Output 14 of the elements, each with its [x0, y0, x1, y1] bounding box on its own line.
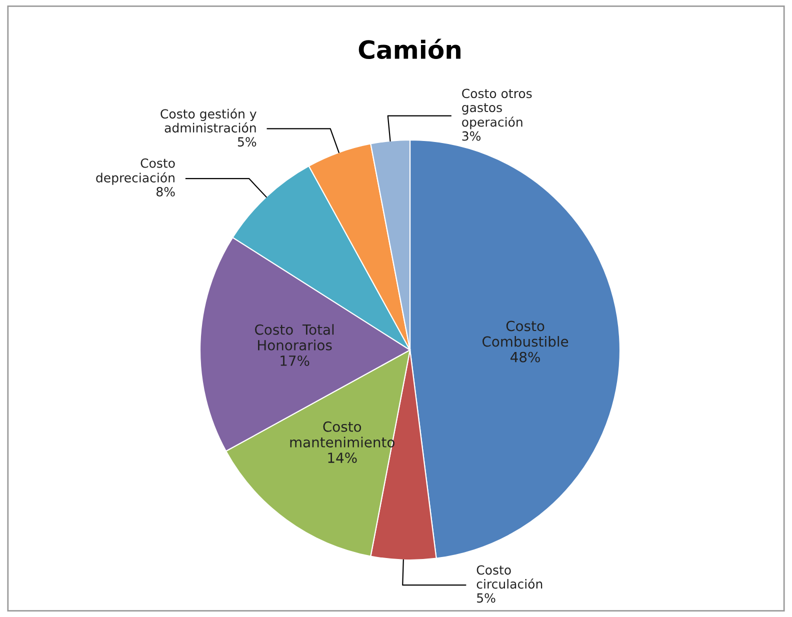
- slice-label: Costo depreciación: [96, 158, 175, 185]
- data-label: 5%: [238, 137, 256, 147]
- slice-label: Costo otros gastos operación: [462, 88, 532, 130]
- data-label: 5%: [477, 593, 496, 603]
- data-label: 8%: [156, 187, 175, 196]
- slice-label: Costo Total Honorarios: [255, 324, 334, 350]
- slice-label: Costo circulación: [476, 565, 542, 589]
- data-label: 3%: [462, 131, 481, 141]
- data-label: 14%: [328, 452, 357, 464]
- chart-title: Camión: [358, 38, 460, 60]
- data-label: 48%: [510, 352, 540, 362]
- slice-label: Costo gestión y administración: [160, 108, 256, 133]
- slice-label: Costo Combustible: [482, 320, 568, 347]
- data-label: 17%: [280, 355, 310, 366]
